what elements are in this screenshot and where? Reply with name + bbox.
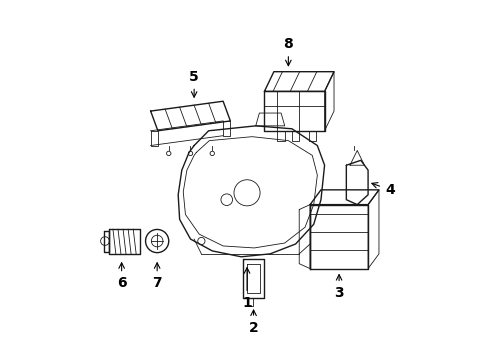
Text: 8: 8 bbox=[283, 37, 293, 66]
Text: 4: 4 bbox=[371, 183, 394, 197]
Text: 1: 1 bbox=[242, 268, 251, 310]
Text: 5: 5 bbox=[189, 69, 199, 97]
Text: 3: 3 bbox=[334, 275, 343, 300]
Text: 6: 6 bbox=[117, 263, 126, 291]
Text: 2: 2 bbox=[248, 310, 258, 335]
Text: 7: 7 bbox=[152, 263, 162, 291]
